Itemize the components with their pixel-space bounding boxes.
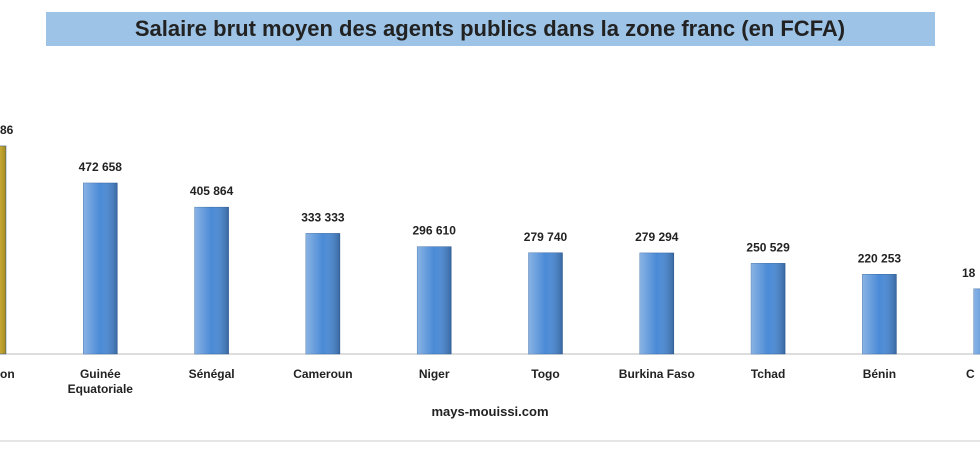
- value-label: 220 253: [858, 251, 902, 265]
- value-label: 279 294: [635, 230, 679, 244]
- bar-shade: [639, 252, 674, 354]
- x-tick-label: on: [0, 367, 15, 381]
- x-tick-label: Sénégal: [189, 367, 235, 381]
- source: mays-mouissi.com: [431, 404, 548, 419]
- bar-shade: [305, 233, 340, 354]
- bar-shade: [194, 207, 229, 354]
- bar-shade: [528, 252, 563, 354]
- bar-shade: [83, 183, 118, 354]
- x-tick-label: Tchad: [751, 367, 785, 381]
- bar-shade: [751, 263, 786, 354]
- value-label: 405 864: [190, 184, 234, 198]
- bar-shade: [973, 288, 980, 354]
- x-tick-label: Bénin: [863, 367, 896, 381]
- x-tick-label: Cameroun: [293, 367, 352, 381]
- bar-shade: [0, 145, 6, 354]
- x-tick-label: Niger: [419, 367, 450, 381]
- value-label: 296 610: [413, 224, 457, 238]
- value-label: 18: [962, 266, 976, 280]
- bar-shade: [862, 274, 897, 354]
- x-tick-label: Togo: [531, 367, 559, 381]
- value-label: 86: [0, 123, 14, 137]
- value-label: 250 529: [746, 240, 790, 254]
- value-label: 279 740: [524, 230, 568, 244]
- x-tick-label: C: [966, 367, 975, 381]
- chart-title: Salaire brut moyen des agents publics da…: [135, 16, 845, 41]
- value-label: 333 333: [301, 210, 345, 224]
- x-tick-label: Guinée Equatoriale: [68, 367, 134, 396]
- x-tick-label: Burkina Faso: [619, 367, 695, 381]
- title-bg: [46, 12, 935, 46]
- value-label: 472 658: [79, 160, 123, 174]
- bar-shade: [417, 246, 452, 354]
